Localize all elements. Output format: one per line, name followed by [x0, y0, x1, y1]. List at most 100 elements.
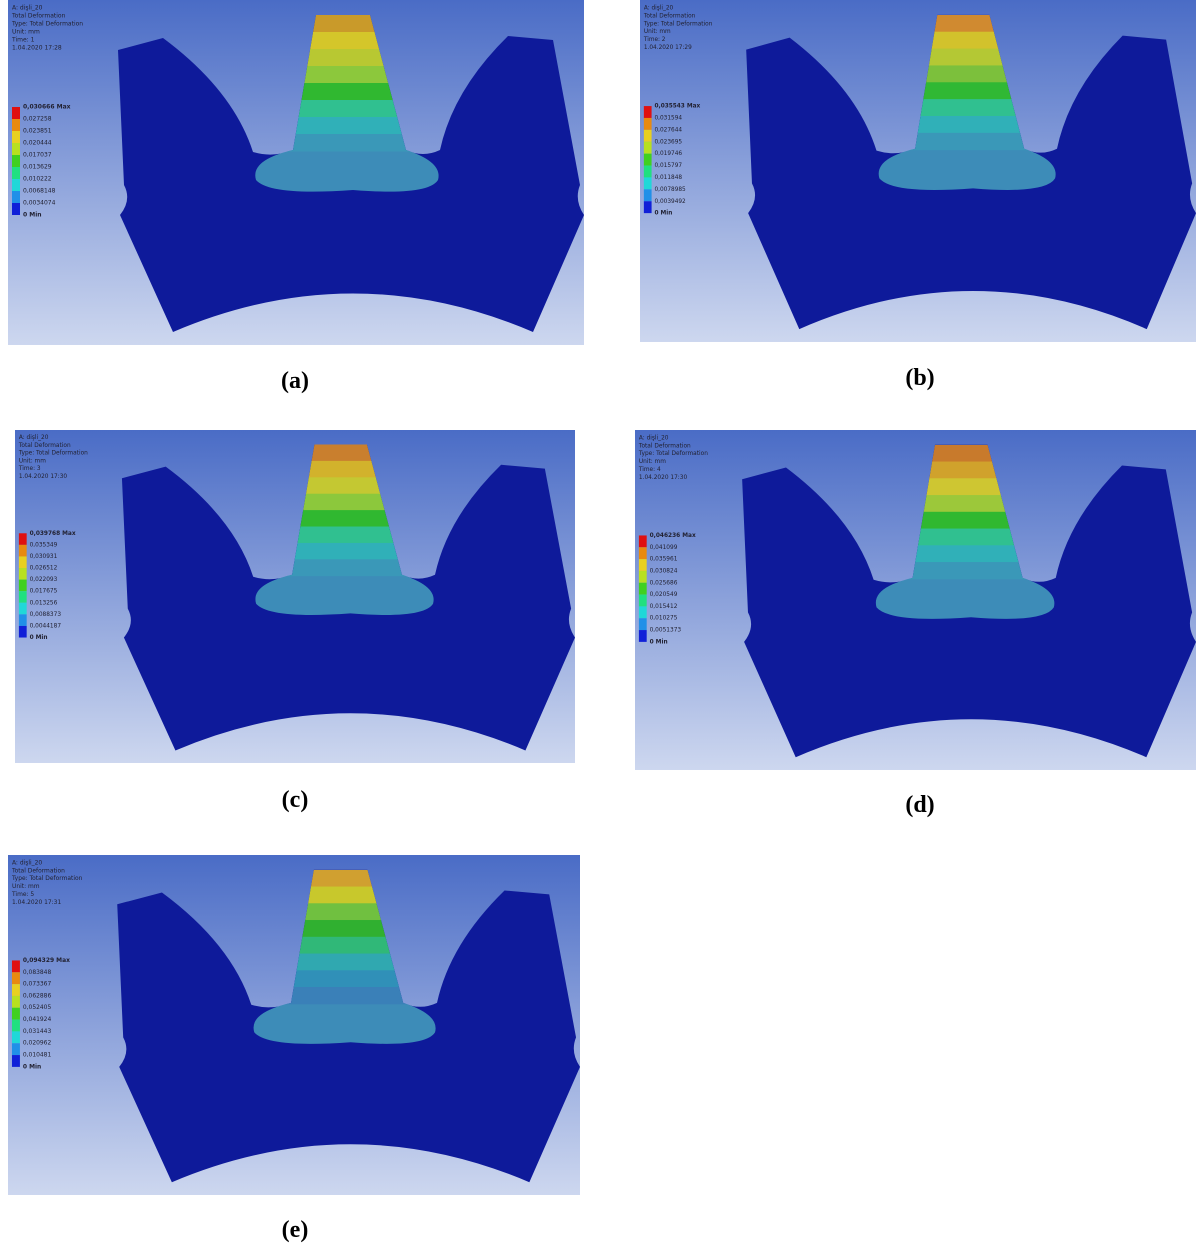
- header-line: Type: Total Deformation: [643, 21, 713, 27]
- header-line: Time: 2: [643, 37, 666, 43]
- legend-swatch: [11, 960, 20, 973]
- contour-band: [878, 115, 1056, 134]
- legend-swatch: [643, 153, 652, 166]
- header-line: A: dişli_20: [639, 435, 669, 441]
- contour-band: [255, 150, 439, 192]
- header-line: Total Deformation: [643, 13, 696, 19]
- legend-swatch: [643, 106, 652, 118]
- legend-label: 0 Min: [654, 211, 672, 217]
- contour-band: [255, 100, 439, 118]
- legend-label: 0,010275: [650, 616, 678, 622]
- header-line: Unit: mm: [639, 459, 666, 465]
- header-line: Total Deformation: [11, 867, 65, 874]
- legend-swatch: [12, 179, 20, 191]
- header-line: Time: 1: [11, 37, 35, 44]
- legend-swatch: [643, 201, 652, 214]
- contour-band: [875, 562, 1055, 580]
- contour-band: [253, 987, 436, 1005]
- legend-label: 0,035961: [650, 557, 678, 563]
- header-line: Type: Total Deformation: [18, 451, 88, 457]
- header-line: A: dişli_20: [12, 859, 42, 866]
- header-line: 1.04.2020 17:28: [12, 45, 62, 52]
- caption: (e): [281, 1217, 309, 1243]
- legend-label: 0,013256: [30, 600, 58, 606]
- legend-swatch: [638, 606, 647, 619]
- legend-swatch: [12, 191, 20, 203]
- legend-label: 0,030666 Max: [23, 104, 71, 111]
- legend-swatch: [11, 1019, 20, 1032]
- legend-swatch: [643, 177, 652, 190]
- legend-label: 0,041924: [23, 1016, 52, 1023]
- legend-swatch: [638, 570, 647, 583]
- header-line: Unit: mm: [644, 29, 671, 35]
- legend-label: 0,020444: [23, 140, 52, 147]
- legend-label: 0,030824: [650, 568, 678, 574]
- contour-band: [878, 148, 1056, 190]
- legend-swatch: [12, 107, 20, 119]
- legend-swatch: [643, 189, 652, 202]
- legend-label: 0,0078985: [654, 187, 686, 193]
- header-line: Total Deformation: [638, 443, 691, 449]
- contour-band: [255, 117, 439, 135]
- legend-swatch: [638, 547, 647, 560]
- legend-swatch: [643, 141, 652, 154]
- contour-band: [255, 559, 434, 577]
- header-line: 1.04.2020 17:30: [639, 475, 688, 481]
- legend-label: 0,0039492: [654, 199, 686, 205]
- contour-band: [255, 574, 434, 615]
- header-line: A: dişli_20: [19, 435, 49, 441]
- legend-swatch: [18, 614, 27, 626]
- legend-label: 0,039768 Max: [30, 531, 76, 537]
- legend-swatch: [18, 625, 27, 638]
- legend-label: 0,015797: [654, 163, 682, 169]
- legend-label: 0,023695: [654, 139, 682, 145]
- legend-swatch: [638, 618, 647, 631]
- header-line: A: dişli_20: [644, 5, 674, 11]
- legend-swatch: [18, 533, 27, 545]
- result-view: A: dişli_20 Total Deformation Type: Total …: [635, 430, 1196, 770]
- legend-label: 0,083848: [23, 969, 52, 976]
- header-line: Unit: mm: [12, 29, 40, 36]
- legend-swatch: [11, 972, 20, 985]
- header-line: A: dişli_20: [12, 5, 43, 12]
- legend-swatch: [11, 984, 20, 996]
- legend-swatch: [18, 579, 27, 592]
- contour-band: [875, 528, 1055, 546]
- legend-label: 0,073367: [23, 981, 52, 988]
- legend-label: 0,041099: [650, 545, 678, 551]
- header-line: Type: Total Deformation: [11, 21, 83, 28]
- legend-label: 0,035543 Max: [654, 104, 700, 110]
- header-line: Type: Total Deformation: [638, 451, 708, 457]
- header-line: 1.04.2020 17:30: [19, 474, 68, 480]
- header-line: Unit: mm: [19, 458, 46, 464]
- legend-label: 0,010222: [23, 176, 52, 183]
- legend-swatch: [11, 1031, 20, 1044]
- legend-label: 0,026512: [30, 566, 58, 572]
- header-line: 1.04.2020 17:31: [12, 899, 62, 906]
- legend-swatch: [18, 602, 27, 615]
- legend-swatch: [638, 630, 647, 642]
- contour-band: [255, 526, 434, 544]
- contour-band: [253, 1002, 436, 1044]
- contour-band: [875, 545, 1055, 563]
- legend-label: 0,035349: [30, 542, 58, 548]
- legend-label: 0,052405: [23, 1004, 52, 1011]
- legend-swatch: [638, 535, 647, 548]
- legend-label: 0,010481: [23, 1052, 52, 1059]
- legend-swatch: [11, 995, 20, 1008]
- header-line: Total Deformation: [11, 13, 66, 20]
- legend-swatch: [18, 544, 27, 557]
- legend-swatch: [12, 119, 20, 131]
- legend-swatch: [12, 155, 20, 167]
- legend-swatch: [638, 582, 647, 595]
- contour-band: [255, 542, 434, 560]
- contour-band: [878, 132, 1056, 151]
- legend-label: 0,020962: [23, 1040, 52, 1047]
- contour-band: [878, 99, 1056, 117]
- legend-label: 0,094329 Max: [23, 957, 70, 964]
- legend-label: 0,011848: [654, 175, 682, 181]
